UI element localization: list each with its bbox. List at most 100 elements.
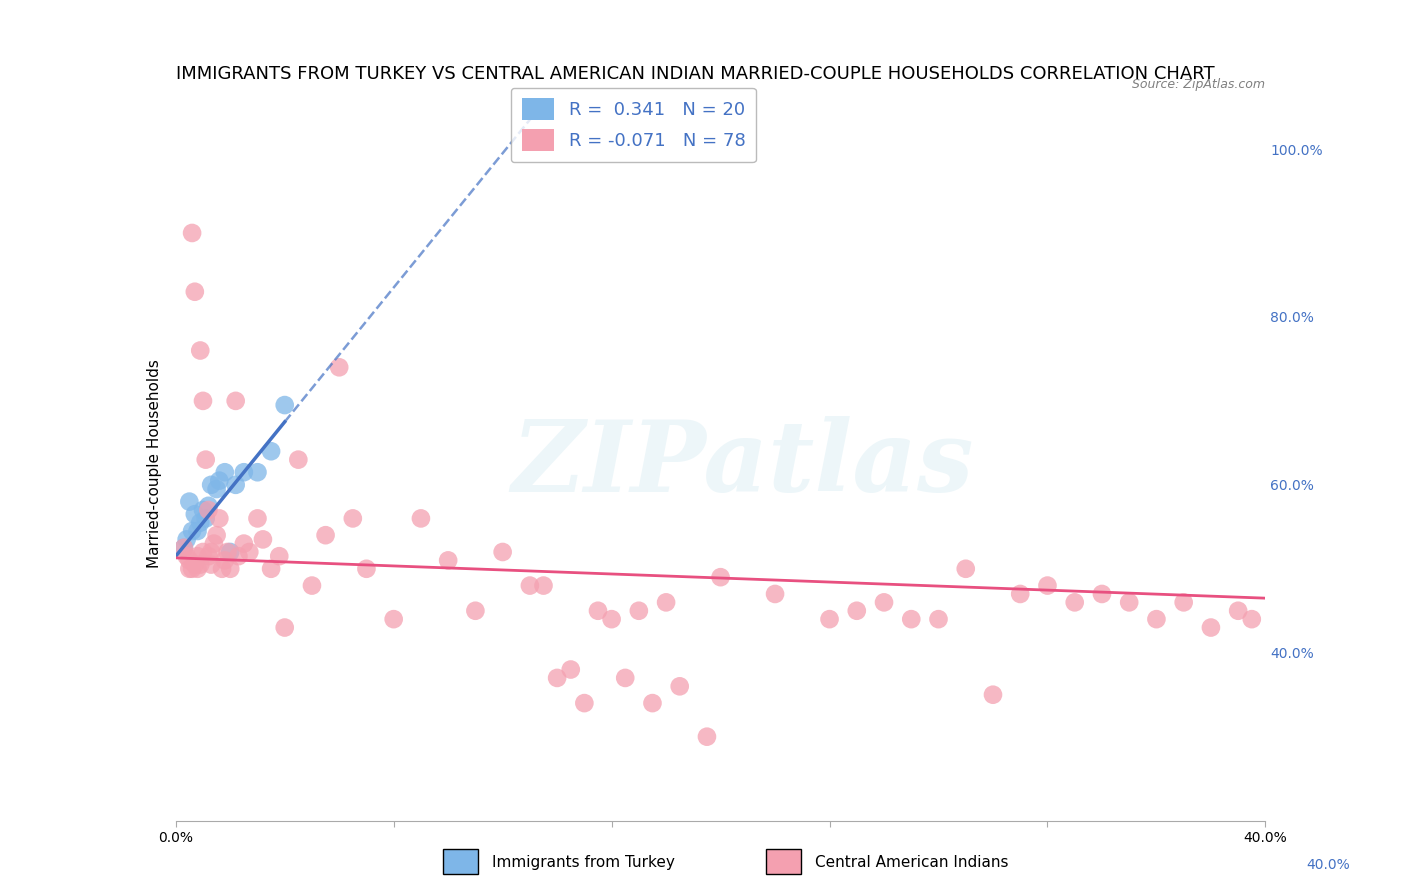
Point [627, 604, 650, 618]
Point [668, 679, 690, 693]
Point [600, 612, 623, 626]
Point [1144, 612, 1167, 626]
Point [179, 553, 201, 567]
Point [181, 562, 204, 576]
Point [208, 511, 231, 525]
Point [546, 671, 568, 685]
Point [533, 578, 555, 592]
Point [464, 604, 486, 618]
Legend: R =  0.341   N = 20, R = -0.071   N = 78: R = 0.341 N = 20, R = -0.071 N = 78 [510, 87, 756, 162]
Point [194, 511, 217, 525]
Point [315, 528, 337, 542]
Point [928, 612, 950, 626]
Point [981, 688, 1004, 702]
Point [184, 507, 207, 521]
Y-axis label: Married-couple Households: Married-couple Households [146, 359, 162, 568]
Point [173, 541, 195, 555]
Point [176, 549, 198, 564]
Point [574, 696, 596, 710]
Point [260, 562, 283, 576]
Point [655, 595, 678, 609]
Point [641, 696, 664, 710]
Point [173, 541, 195, 555]
Point [191, 393, 214, 408]
Point [232, 465, 254, 479]
Point [763, 587, 786, 601]
Point [1010, 587, 1032, 601]
Point [184, 558, 207, 572]
Text: Central American Indians: Central American Indians [815, 855, 1010, 870]
Point [179, 494, 201, 508]
Point [1036, 578, 1059, 592]
Point [955, 562, 977, 576]
Point [614, 671, 637, 685]
Point [252, 533, 274, 547]
Point [197, 549, 219, 564]
Point [228, 549, 250, 564]
Point [205, 528, 228, 542]
Point [238, 545, 260, 559]
Point [1173, 595, 1195, 609]
Point [200, 558, 222, 572]
Point [301, 578, 323, 592]
Point [186, 524, 209, 538]
Point [191, 545, 214, 559]
Point [1227, 604, 1250, 618]
Text: 40.0%: 40.0% [1306, 858, 1350, 872]
Point [492, 545, 515, 559]
Point [519, 578, 541, 592]
Point [1199, 621, 1222, 635]
Point [186, 562, 209, 576]
Point [710, 570, 733, 584]
Point [184, 285, 207, 299]
Point [188, 516, 211, 530]
Point [269, 549, 291, 564]
Point [219, 545, 242, 559]
Point [274, 621, 297, 635]
Point [225, 478, 247, 492]
Point [197, 503, 219, 517]
Point [287, 452, 309, 467]
Point [696, 730, 718, 744]
Point [1063, 595, 1085, 609]
Point [586, 604, 609, 618]
Point [181, 226, 204, 240]
Point [205, 482, 228, 496]
Text: IMMIGRANTS FROM TURKEY VS CENTRAL AMERICAN INDIAN MARRIED-COUPLE HOUSEHOLDS CORR: IMMIGRANTS FROM TURKEY VS CENTRAL AMERIC… [176, 65, 1215, 83]
Point [232, 536, 254, 550]
Point [176, 533, 198, 547]
Point [211, 562, 233, 576]
Point [188, 343, 211, 358]
Point [873, 595, 896, 609]
Point [818, 612, 841, 626]
Point [188, 558, 211, 572]
Point [202, 536, 225, 550]
Point [179, 562, 201, 576]
Point [246, 511, 269, 525]
Point [328, 360, 350, 375]
Point [181, 524, 204, 538]
Point [246, 465, 269, 479]
Point [200, 478, 222, 492]
Point [186, 549, 209, 564]
Text: ZIPatlas: ZIPatlas [512, 416, 973, 512]
Text: Immigrants from Turkey: Immigrants from Turkey [492, 855, 675, 870]
Point [1091, 587, 1114, 601]
Point [845, 604, 868, 618]
Point [197, 499, 219, 513]
Point [260, 444, 283, 458]
Text: Source: ZipAtlas.com: Source: ZipAtlas.com [1132, 78, 1265, 92]
Point [214, 553, 236, 567]
Point [437, 553, 460, 567]
Point [208, 474, 231, 488]
Point [191, 503, 214, 517]
Point [214, 465, 236, 479]
Point [382, 612, 405, 626]
Point [217, 545, 239, 559]
Point [1118, 595, 1140, 609]
Point [219, 562, 242, 576]
Point [900, 612, 922, 626]
Point [356, 562, 378, 576]
Point [409, 511, 432, 525]
Point [342, 511, 364, 525]
